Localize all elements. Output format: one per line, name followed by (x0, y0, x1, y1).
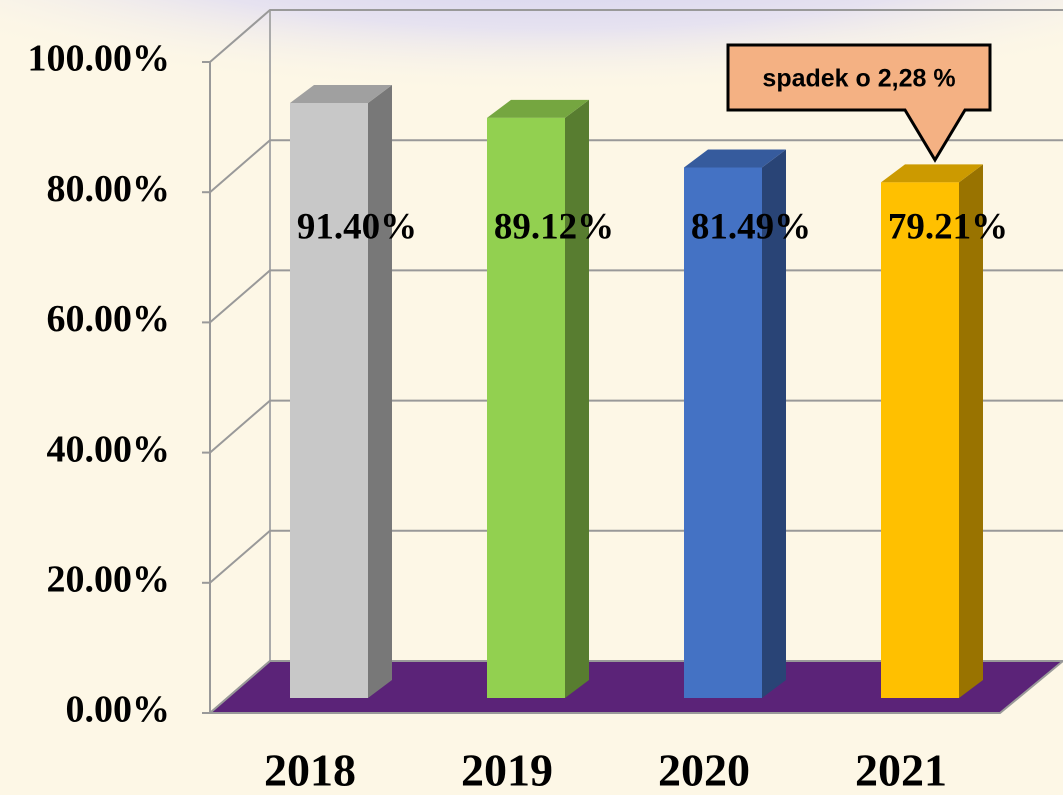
grid-line (209, 399, 1063, 454)
floor (207, 660, 1063, 714)
annotation-box (726, 43, 992, 163)
y-tick-label: 100.00% (28, 38, 171, 80)
x-tick-label: 2019 (461, 745, 553, 795)
value-label: 79.21% (888, 206, 1008, 247)
bar (684, 167, 762, 698)
bar-top (290, 84, 392, 103)
bar (881, 182, 959, 698)
grid-line (209, 529, 1063, 584)
bar-side (368, 84, 392, 698)
value-label: 89.12% (494, 206, 614, 247)
value-label: 91.40% (297, 206, 417, 247)
y-tick-label: 20.00% (47, 559, 171, 601)
bar-side (565, 99, 589, 698)
bar-side (959, 164, 983, 698)
grid-line (209, 9, 1063, 63)
bar-top (487, 99, 589, 118)
x-tick-label: 2020 (658, 745, 750, 795)
bar (487, 117, 565, 698)
y-tick-label: 40.00% (47, 428, 171, 470)
y-tick-label: 0.00% (66, 689, 171, 731)
value-label: 81.49% (691, 206, 811, 247)
bar-side (762, 149, 786, 698)
annotation-text: spadek o 2,28 % (762, 65, 955, 93)
bar (290, 102, 368, 698)
y-tick-label: 80.00% (47, 168, 171, 210)
grid-line (209, 139, 1063, 193)
annotation: spadek o 2,28 % (726, 43, 992, 163)
y-tick-label: 60.00% (47, 298, 171, 340)
bar-top (881, 164, 983, 183)
bar-top (684, 149, 786, 168)
x-tick-label: 2018 (264, 745, 356, 795)
grid-line (209, 269, 1063, 324)
x-tick-label: 2021 (855, 745, 947, 795)
